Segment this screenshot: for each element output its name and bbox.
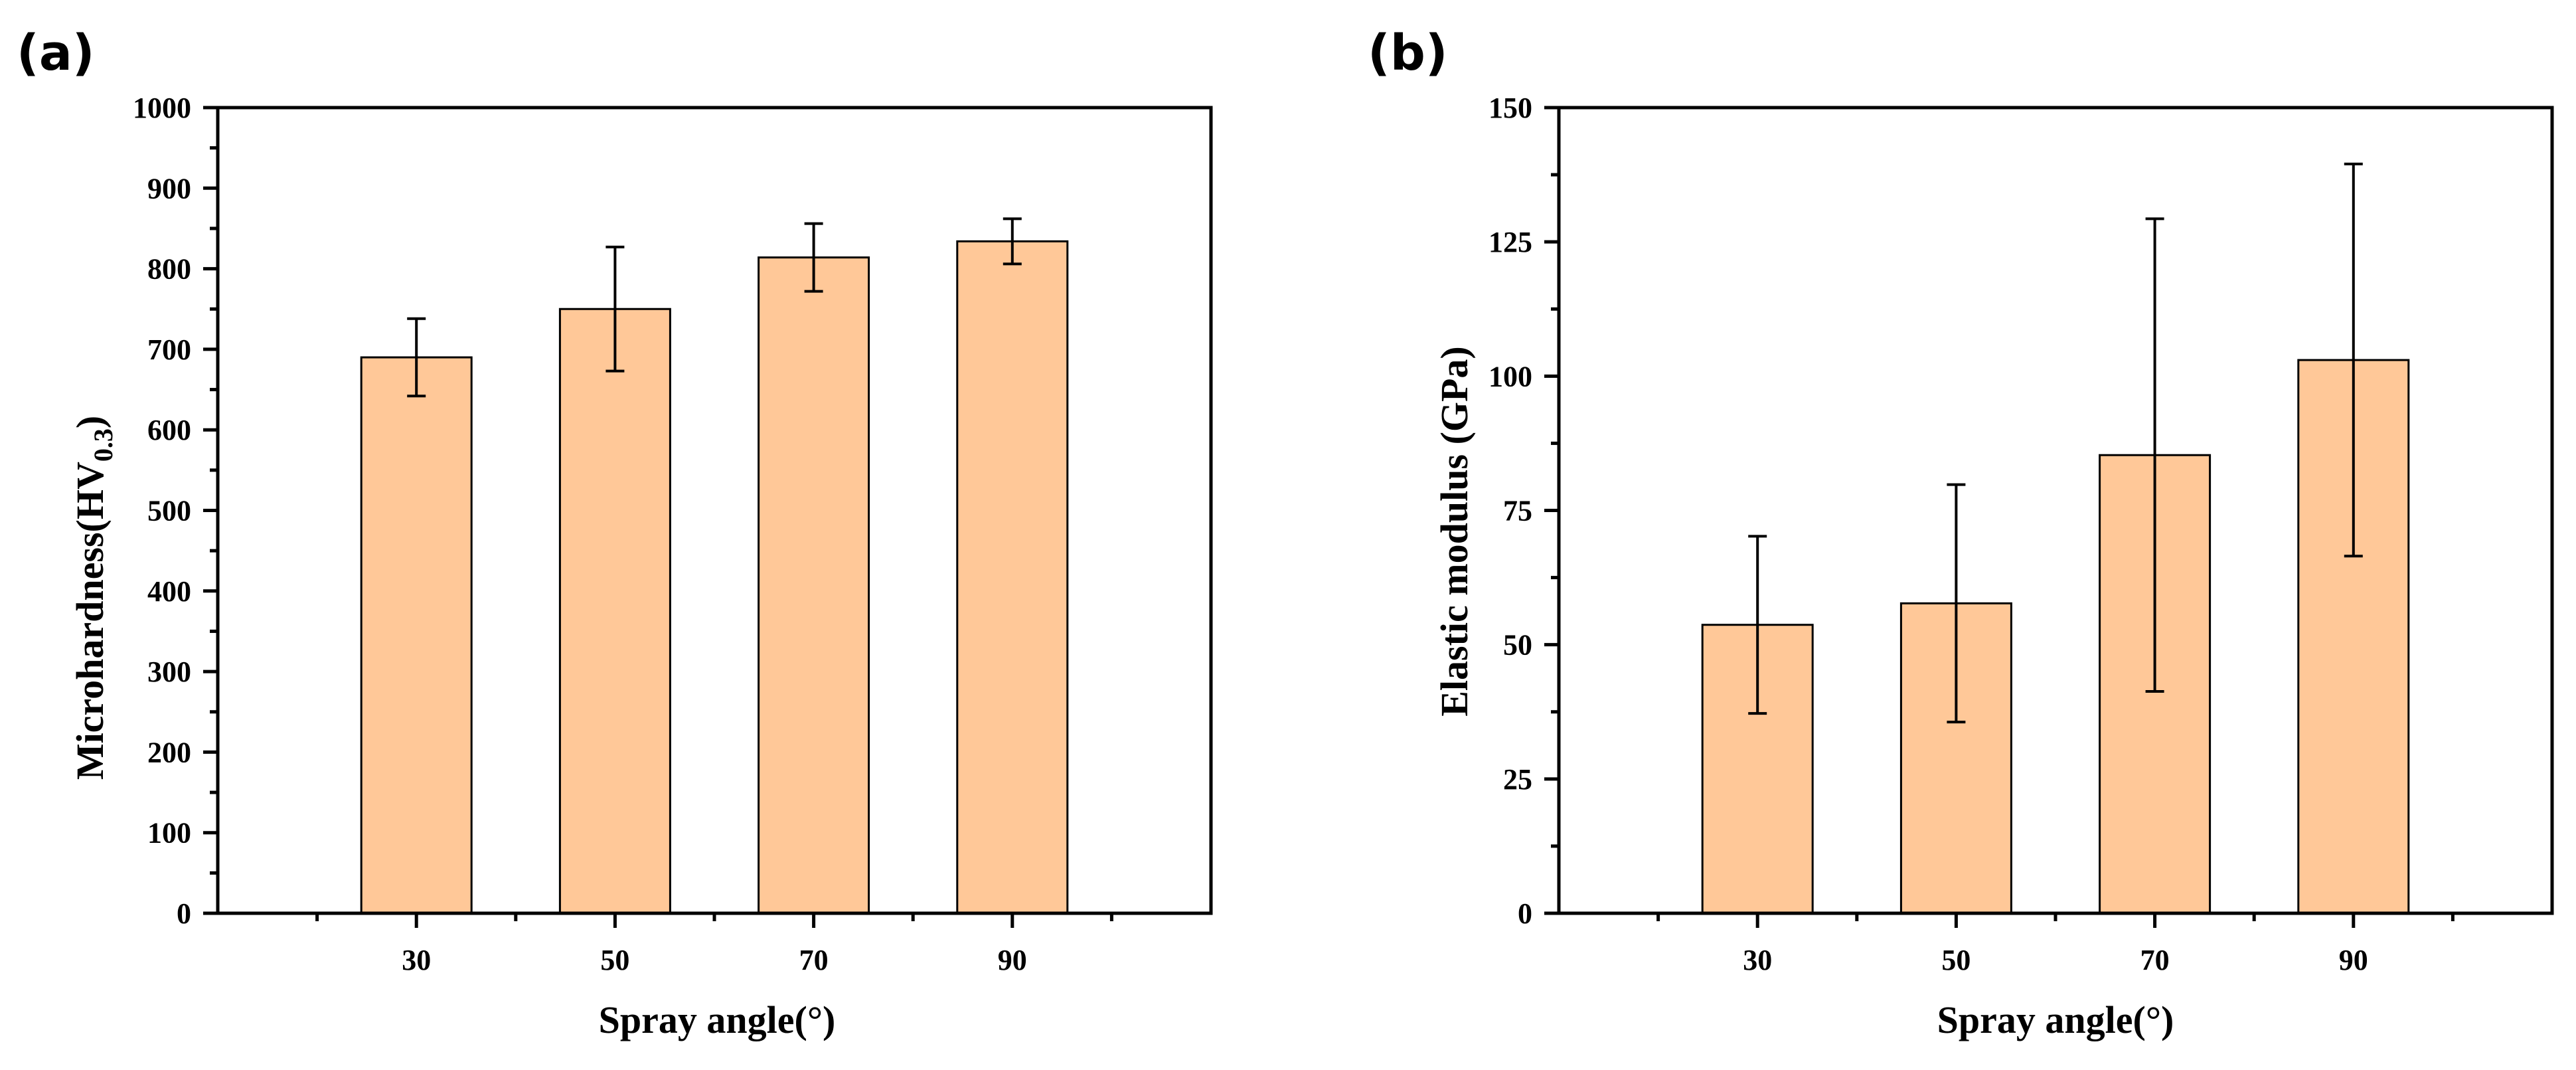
y-axis-ticks <box>1544 106 2455 928</box>
panel-label-b: (b) <box>1368 25 1448 82</box>
y-tick-label: 300 <box>147 656 191 688</box>
bars <box>1701 359 2410 915</box>
y-tick-label: 50 <box>1503 629 1532 662</box>
y-tick-label: 100 <box>1489 360 1532 393</box>
y-tick-label: 75 <box>1503 495 1532 527</box>
y-tick-label: 200 <box>147 736 191 768</box>
y-tick-label: 150 <box>1489 92 1532 124</box>
y-axis-title-main: Microhardness(HV <box>68 462 112 780</box>
y-tick-labels: 0 25 50 75 100 125 150 <box>1489 92 1532 930</box>
plot-frame <box>1557 106 2554 915</box>
x-tick-label: 70 <box>799 944 829 976</box>
x-tick-labels: 30 50 70 90 <box>402 944 1027 976</box>
x-tick-label: 50 <box>1941 944 1971 976</box>
y-tick-label: 100 <box>147 817 191 849</box>
bar-90 <box>956 240 1069 915</box>
x-tick-label: 90 <box>2339 944 2368 976</box>
y-tick-label: 900 <box>147 172 191 205</box>
bars <box>360 240 1069 915</box>
chart-a-microhardness: (a) 0 100 200 300 400 500 600 700 800 900 1000 30 5… <box>17 25 1213 1041</box>
y-tick-label: 125 <box>1489 226 1532 258</box>
y-tick-label: 400 <box>147 575 191 608</box>
y-axis-title-subscript: 0.3 <box>88 428 118 462</box>
x-tick-label: 50 <box>600 944 629 976</box>
y-tick-label: 0 <box>1518 897 1532 930</box>
x-tick-labels: 30 50 70 90 <box>1743 944 2368 976</box>
bar-70 <box>758 256 870 915</box>
plot-frame <box>216 106 1213 915</box>
x-axis-title: Spray angle(°) <box>599 998 836 1041</box>
y-axis-title-suffix: ) <box>68 416 112 428</box>
y-tick-label: 500 <box>147 495 191 527</box>
error-bars <box>407 217 1022 398</box>
y-axis-title: Elastic modulus (GPa) <box>1433 346 1476 717</box>
panel-label-a: (a) <box>17 25 95 82</box>
x-tick-label: 90 <box>998 944 1027 976</box>
chart-b-elastic-modulus: (b) 0 25 50 75 100 125 150 30 50 70 90 Spray angl… <box>1368 25 2554 1041</box>
y-tick-label: 600 <box>147 414 191 446</box>
y-tick-label: 700 <box>147 333 191 366</box>
y-tick-label: 1000 <box>133 92 191 124</box>
bar-30 <box>360 356 473 915</box>
y-tick-labels: 0 100 200 300 400 500 600 700 800 900 1000 <box>133 92 191 930</box>
bar-50 <box>558 308 671 915</box>
y-tick-label: 0 <box>177 897 191 930</box>
y-tick-label: 25 <box>1503 763 1532 796</box>
y-tick-label: 800 <box>147 253 191 286</box>
x-axis-title: Spray angle(°) <box>1937 998 2174 1041</box>
error-bars <box>1748 162 2363 724</box>
x-tick-label: 70 <box>2140 944 2170 976</box>
y-axis-title: Microhardness(HV0.3) <box>68 416 118 780</box>
x-tick-label: 30 <box>1743 944 1772 976</box>
x-tick-label: 30 <box>402 944 431 976</box>
